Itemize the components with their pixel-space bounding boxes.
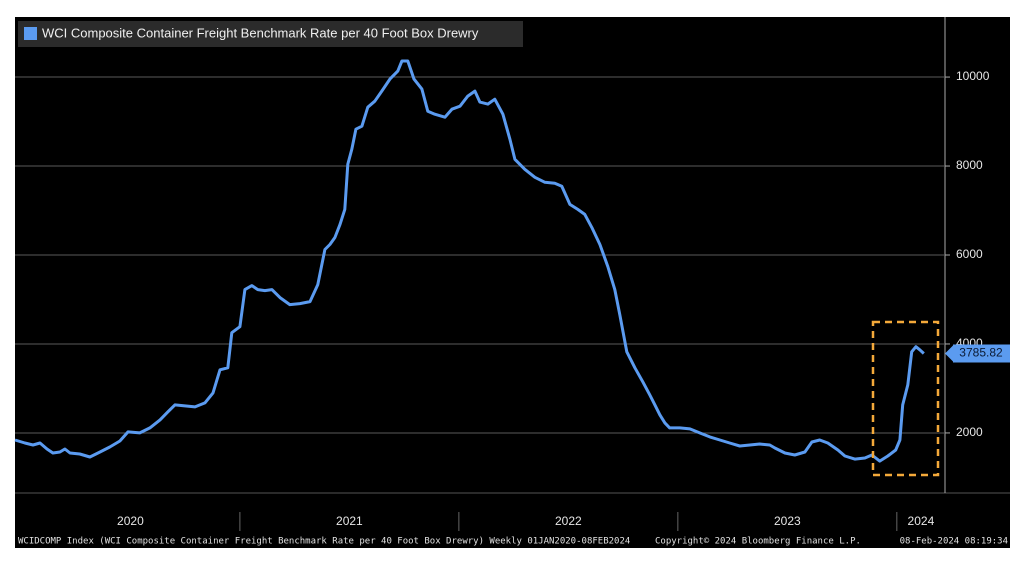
line-series [14,59,925,463]
footer-source: WCIDCOMP Index (WCI Composite Container … [18,537,630,547]
legend: WCI Composite Container Freight Benchmar… [18,21,523,47]
legend-label: WCI Composite Container Freight Benchmar… [42,25,479,40]
x-tick-label: 2024 [908,514,935,528]
x-tick-label: 2023 [774,514,801,528]
grid [15,76,945,434]
legend-swatch [24,27,37,40]
footer-timestamp: 08-Feb-2024 08:19:34 [900,537,1008,547]
x-tick-label: 2021 [336,514,363,528]
footer-copyright: Copyright© 2024 Bloomberg Finance L.P. [655,537,861,547]
y-tick-label: 2000 [956,425,983,439]
y-tick-label: 6000 [956,247,983,261]
chart-background [15,17,1010,548]
x-tick-label: 2020 [117,514,144,528]
y-tick-label: 10000 [956,69,990,83]
last-value-pointer [945,345,953,362]
x-tick-label: 2022 [555,514,582,528]
last-value-label: 3785.82 [959,346,1003,360]
plot-area [14,59,925,463]
legend-background [18,21,523,47]
y-tick-label: 8000 [956,158,983,172]
last-value-tag [953,344,1010,363]
